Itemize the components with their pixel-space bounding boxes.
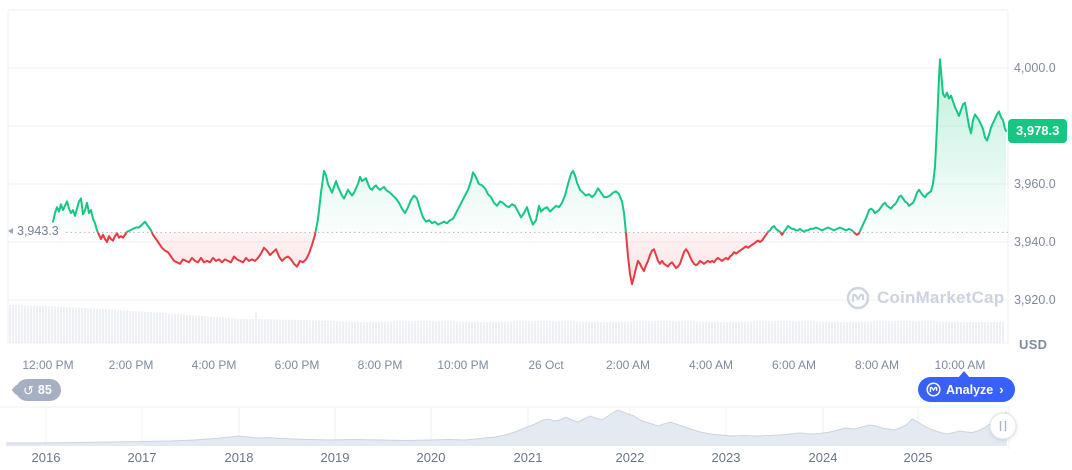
time-axis-label: 6:00 PM (274, 358, 320, 372)
time-axis-label: 4:00 AM (688, 358, 734, 372)
coinmarketcap-logo-icon (926, 382, 941, 397)
price-area-below (97, 232, 860, 285)
time-axis-label: 8:00 AM (854, 358, 900, 372)
navigator-year-label: 2018 (225, 450, 254, 465)
price-line-red (96, 232, 861, 286)
price-area-above (53, 59, 1006, 233)
baseline-price-label: 3,943.3 (8, 224, 59, 238)
navigator-year-label: 2016 (32, 450, 61, 465)
watching-count: 85 (37, 383, 52, 397)
navigator-drag-handle[interactable] (989, 412, 1017, 440)
baseline-marker-icon (8, 228, 13, 235)
time-axis-label: 6:00 AM (771, 358, 817, 372)
time-axis-label: 12:00 PM (22, 358, 74, 372)
coinmarketcap-watermark: CoinMarketCap (846, 286, 1004, 310)
time-axis-label: 2:00 PM (108, 358, 154, 372)
volume-bars (9, 305, 1004, 343)
price-axis-label: 3,960.0 (1014, 177, 1056, 191)
navigator-year-label: 2022 (616, 450, 645, 465)
navigator-year-label: 2023 (712, 450, 741, 465)
navigator-history-area[interactable] (6, 410, 1007, 446)
history-clock-icon: ↺ (23, 382, 34, 398)
time-axis-label: 10:00 PM (437, 358, 489, 372)
current-price-badge: 3,978.3 (1008, 118, 1068, 143)
currency-label: USD (1019, 337, 1048, 352)
navigator-year-label: 2020 (417, 450, 446, 465)
analyze-button[interactable]: Analyze › (918, 371, 1015, 402)
watching-badge[interactable]: ↺ 85 (16, 379, 61, 401)
time-axis-label: 8:00 PM (357, 358, 403, 372)
time-axis-label: 26 Oct (528, 358, 564, 372)
price-line-green (52, 58, 1007, 233)
navigator-year-label: 2024 (809, 450, 838, 465)
price-axis-label: 3,940.0 (1014, 235, 1056, 249)
time-axis-label: 4:00 PM (191, 358, 237, 372)
chevron-right-icon: › (999, 382, 1004, 397)
current-price-value: 3,978.3 (1016, 123, 1060, 139)
coinmarketcap-logo-icon (846, 286, 870, 310)
price-axis-label: 4,000.0 (1014, 61, 1056, 75)
navigator-year-label: 2021 (514, 450, 543, 465)
range-navigator[interactable]: 2016 2017 2018 2019 2020 2021 2022 2023 2024 2025 (0, 403, 1072, 470)
navigator-year-label: 2017 (128, 450, 157, 465)
time-axis-label: 2:00 AM (605, 358, 651, 372)
navigator-year-label: 2019 (321, 450, 350, 465)
baseline-price-value: 3,943.3 (17, 224, 59, 239)
watermark-text: CoinMarketCap (877, 288, 1005, 307)
analyze-label: Analyze (946, 382, 994, 397)
time-axis-label: 10:00 AM (934, 358, 986, 372)
navigator-year-label: 2025 (904, 450, 933, 465)
price-axis-label: 3,920.0 (1014, 293, 1056, 307)
price-chart-plot[interactable] (0, 0, 1072, 352)
